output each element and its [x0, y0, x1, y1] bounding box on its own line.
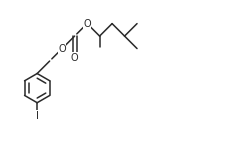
Text: O: O	[71, 53, 79, 63]
Text: I: I	[36, 111, 39, 121]
Text: O: O	[58, 44, 66, 54]
Text: O: O	[83, 19, 91, 29]
